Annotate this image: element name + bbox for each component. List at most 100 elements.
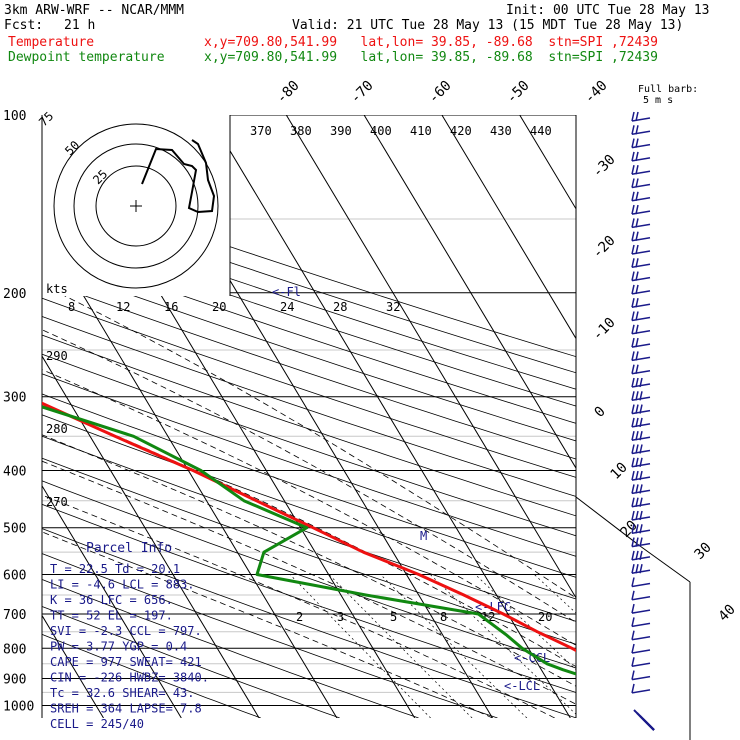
isotherm--60 xyxy=(0,115,26,718)
speed-tick-label: 28 xyxy=(333,300,347,314)
wind-barb-flag xyxy=(635,125,639,135)
wind-barb-flag xyxy=(635,404,639,414)
dry-adiabat-270 xyxy=(42,553,498,718)
wind-barb-flag xyxy=(631,351,635,361)
wind-barb-flag xyxy=(635,484,639,494)
wind-barb-flag xyxy=(631,165,635,175)
wind-barb-flag xyxy=(635,284,639,295)
parcel-row-0: T = 22.5 Td = 20.1 xyxy=(50,562,180,576)
wind-barb xyxy=(631,643,651,654)
dry-adiabat-370 xyxy=(42,334,576,517)
wind-barb xyxy=(631,617,651,628)
pressure-label-400: 400 xyxy=(3,465,26,480)
wind-barb-flag xyxy=(635,311,639,321)
wind-barb-shaft xyxy=(631,582,651,588)
wind-barb xyxy=(631,431,651,441)
parcel-row-10: CELL = 245/40 xyxy=(50,717,144,731)
hodograph-ring xyxy=(95,165,177,247)
wind-barb-flag xyxy=(631,603,635,614)
pressure-label-700: 700 xyxy=(3,608,26,623)
wind-barb-flag xyxy=(631,457,635,467)
hodograph-ring xyxy=(53,123,219,289)
wind-barb-flag xyxy=(631,138,635,148)
speed-tick-label: 8 xyxy=(68,300,75,314)
parcel-row-2: K = 36 LFC = 656. xyxy=(50,593,173,607)
pressure-label-1000: 1000 xyxy=(3,699,34,714)
dry-adiabat-290 xyxy=(42,503,576,693)
wind-barb-flag xyxy=(635,298,639,308)
wind-barb xyxy=(631,204,651,215)
wind-barb xyxy=(631,271,651,282)
isotherm-label: 30 xyxy=(692,540,715,563)
wind-barb xyxy=(631,524,651,535)
wind-barb-shaft xyxy=(631,290,651,295)
wind-barb-flag xyxy=(631,377,635,388)
wind-barb xyxy=(631,537,651,548)
isotherm--30 xyxy=(42,355,260,718)
wind-barb-flag xyxy=(635,204,639,215)
wind-barb xyxy=(631,324,651,335)
wind-barb-flag xyxy=(631,178,635,188)
mixing-ratio-label: 3 xyxy=(337,610,344,624)
isotherm-label: -30 xyxy=(590,152,619,181)
mixing-ratio-3 xyxy=(328,574,473,718)
temperature-legend: Temperature xyxy=(8,35,95,50)
isotherm-label: -40 xyxy=(582,78,611,107)
dry-adiabat-300 xyxy=(42,480,576,669)
pressure-label-800: 800 xyxy=(3,642,26,657)
wind-barb xyxy=(631,497,651,508)
parcel-row-5: PW = 3.77 YGP = 0.4 xyxy=(50,640,187,654)
wind-barb-flag xyxy=(635,457,639,467)
dewpoint-legend: Dewpoint temperature xyxy=(8,50,165,65)
isotherm-label: 10 xyxy=(608,460,631,483)
theta-label: 370 xyxy=(250,124,272,138)
dry-adiabat-400 xyxy=(42,280,576,460)
dry-adiabat-430 xyxy=(42,229,576,407)
dry-adiabat-label: 280 xyxy=(46,422,68,436)
wind-barb-flag xyxy=(639,391,643,401)
pressure-label-200: 200 xyxy=(3,287,26,302)
temperature-info: x,y=709.80,541.99 lat,lon= 39.85, -89.68… xyxy=(204,35,658,50)
wind-barb xyxy=(631,231,651,242)
wind-barb-flag xyxy=(635,510,639,521)
wind-barb xyxy=(631,510,651,521)
wind-barb-flag xyxy=(631,564,635,574)
full-barb-value: 5 m s xyxy=(643,95,673,106)
wind-barb-flag xyxy=(635,231,639,241)
wind-barb xyxy=(631,564,651,574)
wind-barb-shaft xyxy=(631,622,651,628)
wind-barb-flag xyxy=(631,231,635,241)
wind-barb-flag xyxy=(631,337,635,348)
wind-barb-flag xyxy=(639,444,643,454)
wind-barb xyxy=(631,683,651,694)
wind-barb-flag xyxy=(639,417,643,428)
dry-adiabat-450 xyxy=(42,197,576,374)
wind-barb xyxy=(631,178,651,189)
pressure-label-600: 600 xyxy=(3,568,26,583)
wind-barb xyxy=(631,550,651,561)
dry-adiabat-240 xyxy=(42,633,261,718)
wind-barb xyxy=(631,284,651,295)
moist-adiabat-34 xyxy=(58,292,576,599)
wind-barb-flag xyxy=(635,470,639,481)
hodograph-trace xyxy=(141,139,216,214)
speed-tick-label: 24 xyxy=(280,300,294,314)
wind-barb-shaft xyxy=(631,170,651,175)
parcel-row-8: Tc = 32.6 SHEAR= 43. xyxy=(50,686,195,700)
dry-adiabat-310 xyxy=(42,457,576,645)
wind-barb-shaft xyxy=(631,276,651,282)
wind-barb xyxy=(631,630,651,641)
wind-barb-flag xyxy=(631,537,635,547)
wind-barb-flag xyxy=(631,657,635,667)
mixing-ratio-12 xyxy=(474,574,576,671)
wind-barb-flag xyxy=(635,351,639,361)
wind-barb-flag xyxy=(631,617,635,627)
wind-barb-shaft xyxy=(631,596,651,601)
speed-tick-label: 12 xyxy=(116,300,130,314)
isotherm-label: -80 xyxy=(274,78,303,107)
parcel-row-1: LI = -4.6 LCL = 883. xyxy=(50,578,195,592)
wind-barb-shaft xyxy=(631,356,651,362)
wind-barb xyxy=(631,377,651,388)
moist-adiabat-26 xyxy=(42,369,576,646)
wind-barb-flag xyxy=(639,431,643,441)
